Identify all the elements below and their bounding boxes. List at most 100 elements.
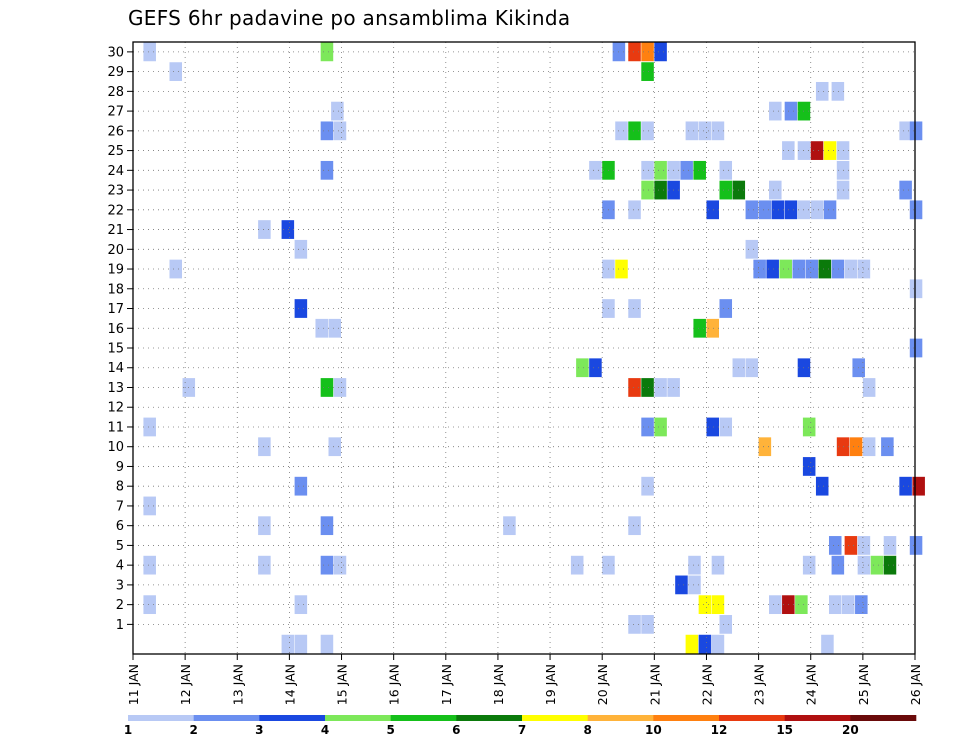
y-tick-label: 18	[107, 282, 124, 297]
heatmap-cell	[328, 318, 342, 338]
heatmap-cell	[711, 121, 725, 141]
x-tick-label: 22 JAN	[699, 664, 714, 705]
heatmap-cell	[333, 121, 347, 141]
legend-swatch	[522, 715, 588, 721]
heatmap-cell	[294, 299, 308, 318]
legend: 1 2 3 4 5 6 7 8 10 12 15 20	[124, 715, 917, 737]
y-tick-label: 22	[107, 203, 124, 218]
heatmap-cell	[745, 239, 759, 259]
heatmap-cell	[711, 555, 725, 575]
heatmap-cell	[333, 378, 347, 397]
heatmap-cell	[320, 160, 334, 180]
y-tick-label: 8	[116, 480, 124, 495]
heatmap-cell	[143, 417, 156, 437]
chart-title: GEFS 6hr padavine po ansamblima Kikinda	[128, 6, 571, 30]
y-tick-label: 2	[116, 598, 124, 613]
heatmap-cell	[589, 358, 602, 378]
heatmap-cell	[823, 200, 837, 220]
heatmap-cell	[320, 555, 334, 575]
heatmap-cell	[862, 437, 876, 457]
legend-label: 5	[386, 723, 394, 737]
x-tick-label: 26 JAN	[908, 664, 923, 705]
heatmap-cell	[641, 378, 654, 397]
x-tick-label: 17 JAN	[439, 664, 454, 705]
heatmap-cell	[641, 121, 654, 141]
heatmap-cell	[675, 575, 688, 595]
heatmap-cell	[143, 555, 156, 575]
heatmap-cell	[899, 476, 912, 496]
heatmap-cell	[693, 160, 706, 180]
legend-label: 20	[842, 723, 859, 737]
x-tick-label: 19 JAN	[543, 664, 558, 705]
y-tick-label: 20	[107, 243, 124, 258]
heatmap-cell	[899, 180, 912, 200]
heatmap-cell	[628, 378, 641, 397]
heatmap-cell	[654, 160, 667, 180]
legend-label: 7	[518, 723, 526, 737]
heatmap-cell	[719, 299, 733, 318]
y-tick-label: 12	[107, 401, 124, 416]
heatmap-cell	[753, 259, 766, 279]
heatmap-cell	[805, 259, 819, 279]
y-tick-label: 6	[116, 519, 124, 534]
heatmap-cell	[855, 595, 868, 615]
heatmap-cell	[745, 200, 759, 220]
heatmap-cell	[328, 437, 342, 457]
heatmap-cell	[320, 516, 334, 536]
legend-swatch	[587, 715, 654, 721]
grid-layer	[133, 42, 915, 654]
heatmap-cell	[758, 437, 772, 457]
y-tick-label: 16	[107, 322, 124, 337]
heatmap-cell	[320, 634, 334, 654]
heatmap-cell	[320, 121, 334, 141]
heatmap-cell	[680, 160, 693, 180]
heatmap-cell	[769, 595, 782, 615]
legend-label: 4	[321, 723, 329, 737]
heatmap-cell	[870, 555, 884, 575]
x-tick-label: 23 JAN	[752, 664, 767, 705]
heatmap-cell	[909, 121, 923, 141]
heatmap-cell	[143, 595, 156, 615]
heatmap-cell	[831, 81, 845, 101]
heatmap-cell	[688, 555, 701, 575]
heatmap-cell	[576, 358, 589, 378]
heatmap-cell	[169, 62, 183, 81]
heatmap-cell	[779, 259, 792, 279]
heatmap-cell	[258, 437, 271, 457]
y-tick-label: 30	[107, 45, 124, 60]
x-tick-label: 13 JAN	[230, 664, 245, 705]
heatmap-cell	[802, 457, 816, 476]
heatmap-cell	[589, 160, 602, 180]
y-tick-label: 21	[107, 223, 124, 238]
heatmap-cell	[628, 299, 641, 318]
heatmap-cell	[688, 575, 701, 595]
heatmap-cell	[294, 595, 308, 615]
y-tick-label: 28	[107, 85, 124, 100]
heatmap-cell	[719, 180, 733, 200]
y-tick-label: 13	[107, 381, 124, 396]
heatmap-cell	[698, 121, 712, 141]
cells-layer	[143, 42, 925, 654]
heatmap-cell	[281, 634, 295, 654]
heatmap-cell	[844, 536, 858, 555]
heatmap-cell	[719, 615, 733, 634]
legend-label: 2	[189, 723, 197, 737]
heatmap-cell	[766, 259, 779, 279]
heatmap-cell	[719, 417, 733, 437]
y-tick-label: 1	[116, 618, 124, 633]
heatmap-cell	[698, 634, 712, 654]
y-tick-label: 17	[107, 302, 124, 317]
legend-swatch	[259, 715, 326, 721]
x-tick-label: 11 JAN	[126, 664, 141, 705]
y-tick-label: 10	[107, 440, 124, 455]
heatmap-cell	[258, 555, 271, 575]
y-tick-label: 19	[107, 263, 124, 278]
y-tick-label: 14	[107, 361, 124, 376]
heatmap-cell	[802, 555, 816, 575]
legend-swatch	[325, 715, 391, 721]
heatmap-cell	[320, 42, 334, 62]
heatmap-cell	[143, 42, 156, 62]
heatmap-cell	[828, 536, 842, 555]
heatmap-cell	[331, 101, 344, 121]
heatmap-cell	[909, 536, 923, 555]
